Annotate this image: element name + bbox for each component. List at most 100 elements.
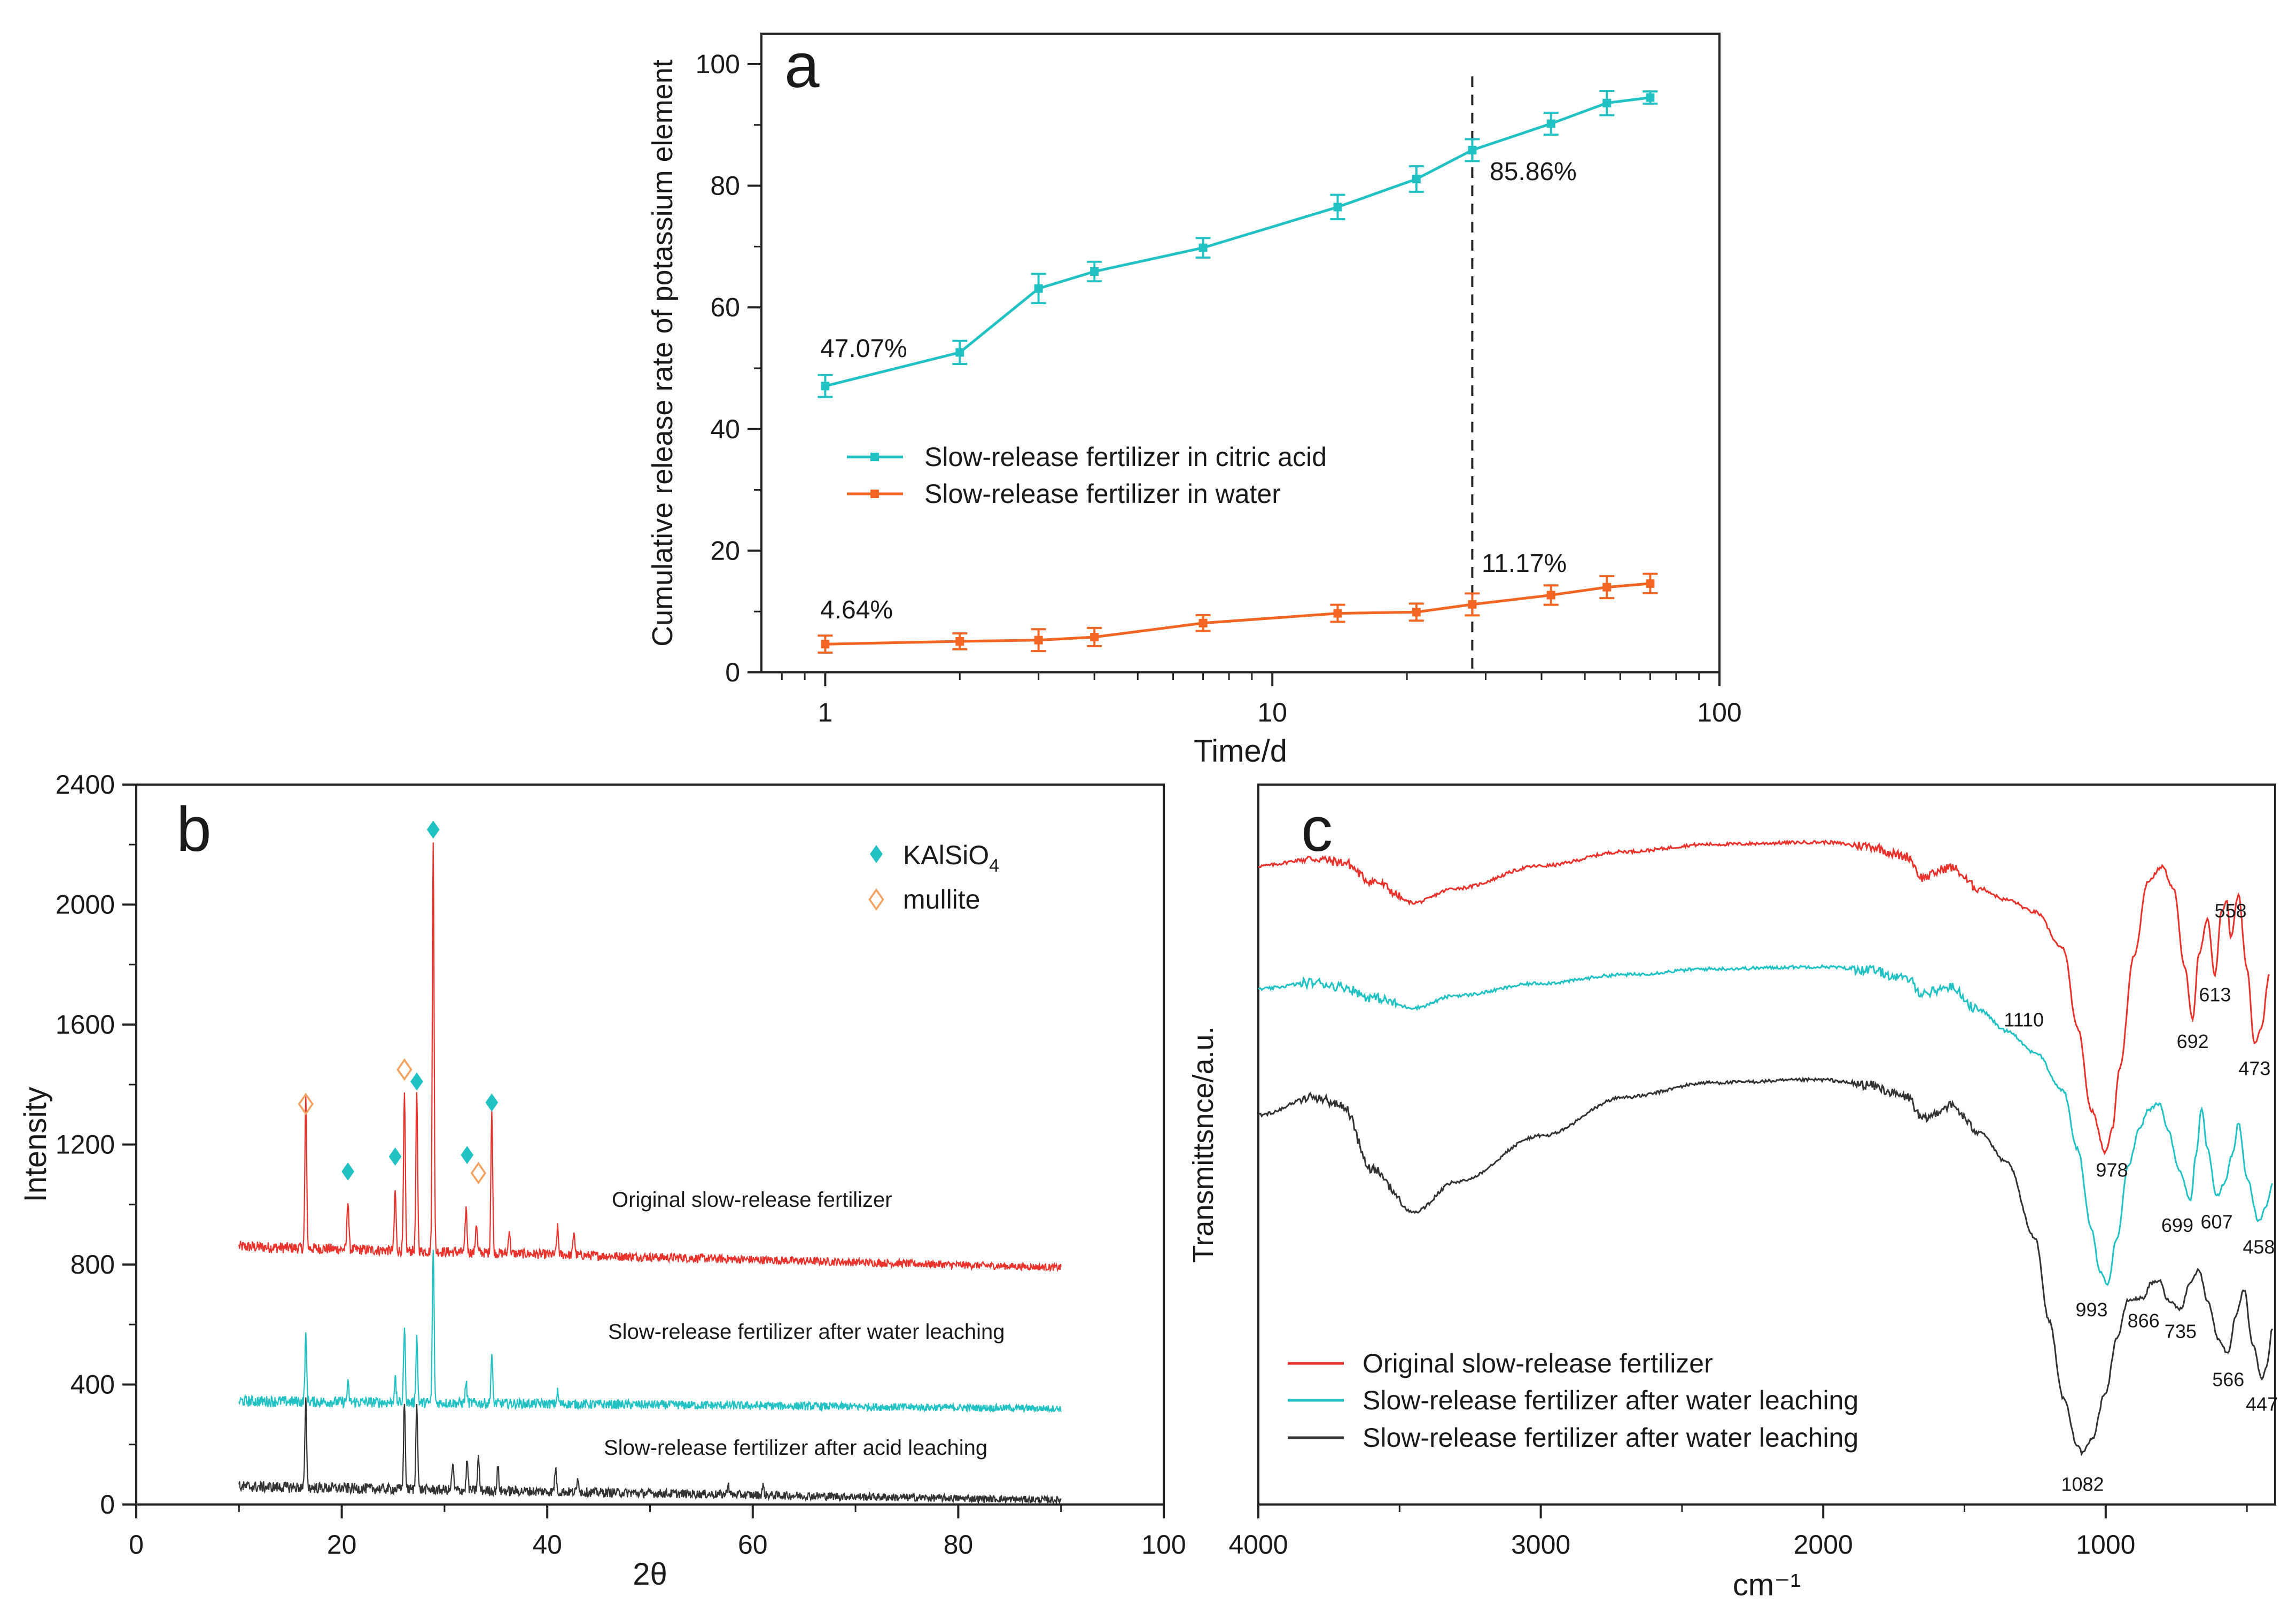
panel-label: a: [784, 30, 820, 101]
x-tick-label: 60: [738, 1530, 768, 1560]
y-tick-label: 1600: [56, 1010, 115, 1040]
x-tick-label: 100: [1141, 1530, 1186, 1560]
mullite-marker: [298, 1092, 314, 1115]
ftir-trace-0: [1258, 839, 2270, 1156]
xrd-trace-0: [238, 842, 1062, 1273]
panel-a-release-rate-chart: 1 10 100 0 20 40 60 80 100 Time/d Cumulative relea…: [647, 30, 1742, 769]
x-tick-label: 100: [1697, 697, 1741, 727]
data-annotation: 4.64%: [820, 596, 893, 624]
legend-kalsio4-label: KAlSiO4: [903, 840, 999, 876]
x-axis-title: Time/d: [1194, 734, 1287, 769]
y-axis-title: Cumulative release rate of potassium ele…: [647, 59, 679, 647]
y-tick-label: 2000: [56, 890, 115, 920]
data-point: [1198, 243, 1208, 252]
data-point: [1602, 583, 1612, 592]
data-point: [1468, 145, 1477, 154]
data-point: [821, 382, 830, 391]
peak-label: 447: [2246, 1393, 2278, 1415]
trace-label: Slow-release fertilizer after water leac…: [608, 1320, 1005, 1344]
x-tick-label: 10: [1257, 697, 1287, 727]
peak-label: 735: [2165, 1321, 2197, 1343]
data-point: [1546, 591, 1555, 600]
kalsio4-marker: [341, 1162, 355, 1181]
data-annotation: 85.86%: [1490, 158, 1577, 186]
series-line-0: [824, 96, 1651, 387]
data-point: [1090, 632, 1099, 641]
legend-label: Slow-release fertilizer in water: [924, 479, 1281, 509]
x-axis-title: cm⁻¹: [1733, 1568, 1801, 1602]
plot-frame: [135, 784, 1165, 1506]
trace-label: Original slow-release fertilizer: [612, 1188, 892, 1212]
legend-label: Original slow-release fertilizer: [1363, 1348, 1713, 1378]
trace-label: Slow-release fertilizer after acid leach…: [604, 1436, 987, 1460]
kalsio4-marker: [426, 820, 440, 839]
y-tick-label: 800: [71, 1250, 115, 1279]
panel-b-xrd-chart: 0 20 40 60 80 100 0 400 800 1200 1600 2000 2400 2θ Int…: [18, 770, 1186, 1592]
peak-label: 607: [2201, 1211, 2233, 1232]
x-tick-label: 0: [129, 1530, 144, 1560]
data-point: [1468, 600, 1477, 609]
legend-marker: [870, 490, 879, 498]
y-tick-label: 2400: [56, 770, 115, 800]
ftir-trace-2: [1257, 1076, 2274, 1456]
mullite-marker: [396, 1058, 412, 1081]
x-tick-label: 2000: [1794, 1530, 1853, 1560]
peak-label: 566: [2212, 1368, 2244, 1390]
y-tick-label: 1200: [56, 1130, 115, 1160]
kalsio4-marker: [410, 1072, 423, 1091]
y-axis-title: Intensity: [18, 1087, 53, 1203]
peak-label: 993: [2075, 1299, 2107, 1321]
x-axis-title: 2θ: [633, 1557, 667, 1592]
x-tick-label: 40: [532, 1530, 562, 1560]
peak-label: 692: [2177, 1030, 2209, 1052]
y-tick-label: 400: [71, 1370, 115, 1400]
mullite-marker: [470, 1161, 487, 1184]
y-tick-label: 20: [710, 536, 740, 565]
y-tick-label: 60: [710, 292, 740, 322]
legend-mullite-label: mullite: [903, 885, 980, 914]
legend-kalsio4-main: KAlSiO: [903, 840, 989, 870]
legend-marker: [870, 453, 879, 461]
peak-label: 1110: [2004, 1009, 2044, 1031]
x-tick-label: 80: [944, 1530, 974, 1560]
panel-label: c: [1301, 794, 1333, 865]
data-point: [1333, 609, 1342, 618]
peak-label: 699: [2161, 1214, 2193, 1236]
data-point: [1646, 579, 1655, 588]
panel-label: b: [176, 794, 212, 865]
data-point: [1034, 635, 1043, 645]
y-tick-label: 0: [725, 657, 740, 687]
x-tick-label: 4000: [1228, 1530, 1288, 1560]
peak-label: 978: [2096, 1159, 2128, 1181]
y-axis-title: Transmittsnce/a.u.: [1187, 1026, 1219, 1262]
ftir-trace-1: [1258, 964, 2274, 1286]
peak-label: 1082: [2061, 1473, 2104, 1495]
x-tick-label: 20: [327, 1530, 357, 1560]
legend-kalsio4-marker: [870, 845, 883, 863]
data-point: [1333, 203, 1342, 212]
data-point: [1412, 608, 1421, 617]
data-annotation: 11.17%: [1482, 549, 1567, 578]
data-point: [955, 637, 964, 646]
data-annotation: 47.07%: [820, 335, 907, 363]
peak-label: 613: [2199, 984, 2231, 1006]
data-point: [955, 348, 964, 357]
data-point: [1198, 618, 1208, 627]
data-point: [1034, 284, 1043, 293]
xrd-trace-1: [238, 1250, 1062, 1414]
legend-label: Slow-release fertilizer after water leac…: [1363, 1385, 1858, 1415]
peak-label: 458: [2243, 1236, 2275, 1258]
kalsio4-marker: [461, 1146, 474, 1165]
peak-label: 866: [2128, 1309, 2160, 1331]
data-point: [1412, 175, 1421, 184]
y-tick-label: 100: [696, 49, 740, 79]
y-tick-label: 40: [710, 414, 740, 444]
xrd-trace-2: [238, 1397, 1062, 1505]
plot-frame: [760, 33, 1721, 673]
x-tick-label: 3000: [1511, 1530, 1570, 1560]
y-tick-label: 0: [100, 1490, 115, 1519]
legend-label: Slow-release fertilizer after water leac…: [1363, 1423, 1858, 1453]
panel-c-ftir-chart: 4000 3000 2000 1000 cm⁻¹ Transmittsnce/a.u. c 5…: [1187, 784, 2278, 1602]
legend-kalsio4-subscript: 4: [989, 856, 999, 876]
